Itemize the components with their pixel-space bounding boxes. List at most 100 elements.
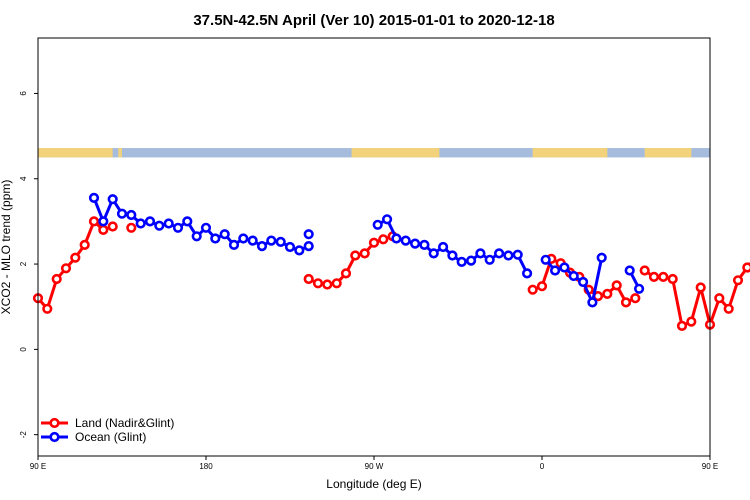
data-point [107,194,118,205]
series-line [308,234,394,286]
data-point [559,262,570,273]
series-layer [32,192,750,332]
data-point [135,218,146,229]
data-point [238,233,249,244]
data-point [456,256,467,268]
map-band-land [644,148,692,158]
x-tick-label: 180 [199,462,213,471]
data-point [428,248,439,259]
data-point [154,220,165,231]
plot-area [32,37,750,457]
data-point [88,216,100,227]
chart-title: 37.5N-42.5N April (Ver 10) 2015-01-01 to… [193,12,554,29]
data-point [494,248,505,259]
data-point [275,236,286,247]
data-point [378,234,389,245]
data-point [210,233,221,244]
data-point [172,222,184,233]
data-point [79,239,90,250]
y-axis: -2 0 2 4 6 [19,91,38,439]
data-point [98,224,109,235]
data-point [391,233,402,244]
data-point [611,280,622,291]
data-point [382,214,393,225]
y-tick-label: 6 [19,91,28,96]
data-point [676,320,688,332]
data-point [686,316,697,327]
legend-land-label: Land (Nadir&Glint) [75,416,174,430]
data-point [484,254,495,265]
data-point [577,276,589,288]
data-point [163,218,174,229]
data-point [144,216,156,227]
map-band-land [38,148,113,158]
data-point [294,245,305,256]
data-point [568,270,579,282]
legend: Land (Nadir&Glint) Ocean (Glint) [41,416,174,444]
map-band-land [351,148,440,158]
data-point [723,303,734,314]
data-point [512,249,523,260]
data-point [633,283,645,294]
data-point [322,279,333,290]
data-point [587,297,598,308]
series-0 [32,216,750,332]
data-point [331,278,342,289]
data-point [60,263,72,274]
data-point [503,250,514,261]
series-1 [88,192,645,308]
x-tick-label: 90 E [702,462,718,471]
data-point [368,237,380,248]
data-point [359,248,370,259]
y-axis-title: XCO2 - MLO trend (ppm) [0,180,13,315]
y-tick-label: 4 [19,176,28,181]
data-point [438,241,449,253]
data-point [200,222,212,233]
data-point [372,219,383,230]
data-point [303,273,314,285]
x-tick-label: 90 E [30,462,46,471]
data-point [51,273,62,285]
y-tick-label: 2 [19,261,28,266]
data-point [410,238,421,249]
data-point [475,248,486,259]
map-band-land [532,148,608,158]
data-point [126,209,137,221]
x-tick-label: 0 [540,462,545,471]
data-point [219,229,230,240]
data-point [303,229,314,240]
data-point [42,303,53,314]
legend-ocean-label: Ocean (Glint) [75,430,146,444]
data-point [639,265,650,276]
legend-ocean-marker [49,431,60,443]
data-point [596,252,607,263]
data-point [340,268,352,279]
data-point [284,241,296,253]
data-point [466,255,477,266]
data-point [191,231,202,242]
data-point [695,282,706,293]
data-point [536,281,548,292]
data-point [602,288,613,300]
data-point [116,208,128,219]
data-point [521,268,533,279]
data-point [714,293,725,304]
data-point [419,239,430,250]
data-point [350,250,361,261]
data-point [447,250,458,261]
data-point [732,275,744,286]
map-band-land [120,148,122,158]
data-point [630,293,641,304]
data-point [400,235,411,246]
data-point [549,265,561,276]
x-axis-title: Longitude (deg E) [326,477,421,491]
x-tick-label: 90 W [365,462,384,471]
data-point [98,216,109,227]
y-tick-label: -2 [19,431,28,439]
data-point [648,271,660,283]
x-axis: 90 E 180 90 W 0 90 E [30,456,718,471]
data-point [527,284,538,295]
data-point [228,239,240,250]
data-point [88,192,100,203]
